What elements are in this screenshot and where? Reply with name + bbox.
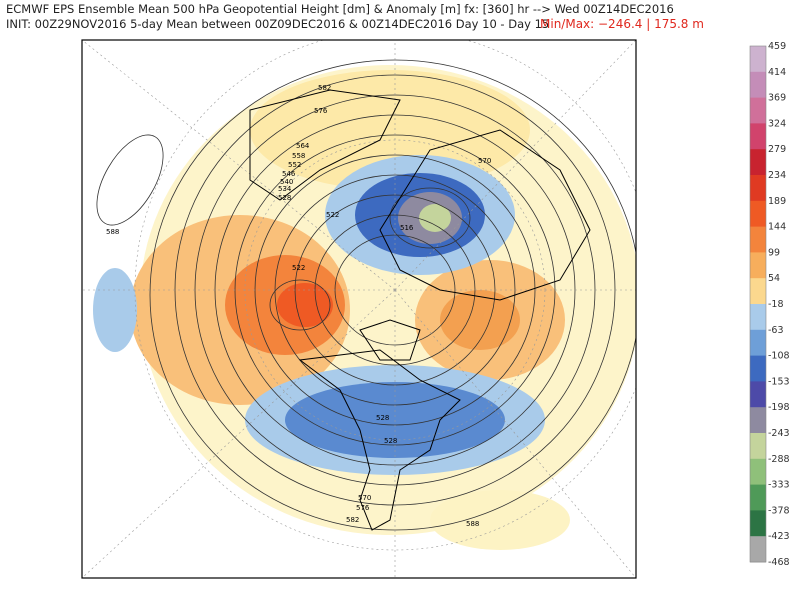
colorbar-label: -378 [768, 505, 790, 516]
colorbar-segment [750, 123, 766, 150]
colorbar-label: 189 [768, 196, 786, 207]
colorbar-label: -18 [768, 299, 784, 310]
colorbar-label: -468 [768, 557, 790, 568]
contour-label: 588 [106, 228, 119, 236]
colorbar-label: -243 [768, 428, 790, 439]
colorbar-label: 414 [768, 67, 786, 78]
colorbar-label: -63 [768, 325, 784, 336]
colorbar-segment [750, 381, 766, 408]
contour-label: 516 [400, 224, 414, 232]
contour-label: 582 [346, 516, 359, 524]
contour-label: 582 [318, 84, 331, 92]
colorbar-label: 234 [768, 170, 786, 181]
contour-label: 558 [292, 152, 305, 160]
map-frame [81, 39, 637, 579]
colorbar-label: 369 [768, 93, 786, 104]
colorbar-label: 459 [768, 41, 786, 52]
colorbar-segment [750, 407, 766, 434]
contour-label: 534 [278, 185, 292, 193]
colorbar-segment [750, 510, 766, 537]
header-line1: ECMWF EPS Ensemble Mean 500 hPa Geopoten… [6, 2, 674, 16]
colorbar-label: 144 [768, 222, 786, 233]
colorbar-segment [750, 458, 766, 486]
contour-label: 528 [278, 194, 291, 202]
colorbar-label: 99 [768, 247, 780, 258]
contour-label: 552 [288, 161, 301, 169]
colorbar-segment [750, 329, 766, 357]
colorbar-segment [750, 355, 766, 382]
colorbar-segment [750, 252, 766, 279]
colorbar-label: -153 [768, 376, 790, 387]
colorbar-label: -198 [768, 402, 790, 413]
contour-label: 528 [384, 437, 397, 445]
contour-label: 546 [282, 170, 296, 178]
contour-label: 588 [466, 520, 479, 528]
colorbar-segment [750, 433, 766, 460]
min-max: Min/Max: −246.4 | 175.8 m [540, 17, 704, 31]
colorbar-frame [749, 45, 767, 563]
colorbar-segment [750, 278, 766, 305]
colorbar-segment [750, 536, 766, 563]
colorbar-segment [750, 97, 766, 124]
contour-label: 576 [356, 504, 370, 512]
contour-label: 570 [358, 494, 371, 502]
colorbar-segment [750, 484, 766, 511]
colorbar-segment [750, 200, 766, 228]
colorbar-label: 324 [768, 118, 786, 129]
colorbar-segment [750, 304, 766, 331]
colorbar-label: 279 [768, 144, 786, 155]
colorbar-label: -288 [768, 454, 790, 465]
contour-label: 564 [296, 142, 310, 150]
colorbar-segment [750, 226, 766, 253]
map [82, 40, 636, 578]
contour-label: 522 [292, 264, 305, 272]
contour-label: 576 [314, 107, 328, 115]
header-line2: INIT: 00Z29NOV2016 5-day Mean between 00… [6, 17, 549, 31]
contour-label: 570 [478, 157, 491, 165]
colorbar-label: -423 [768, 531, 790, 542]
colorbar-label: -333 [768, 480, 790, 491]
colorbar-label: -108 [768, 351, 790, 362]
colorbar-segment [750, 175, 766, 202]
contour-label: 528 [376, 414, 389, 422]
contour-label: 540 [280, 178, 293, 186]
contour-label: 522 [326, 211, 339, 219]
colorbar-label: 54 [768, 273, 780, 284]
colorbar-segment [750, 71, 766, 99]
colorbar-segment [750, 46, 766, 73]
colorbar-segment [750, 149, 766, 176]
